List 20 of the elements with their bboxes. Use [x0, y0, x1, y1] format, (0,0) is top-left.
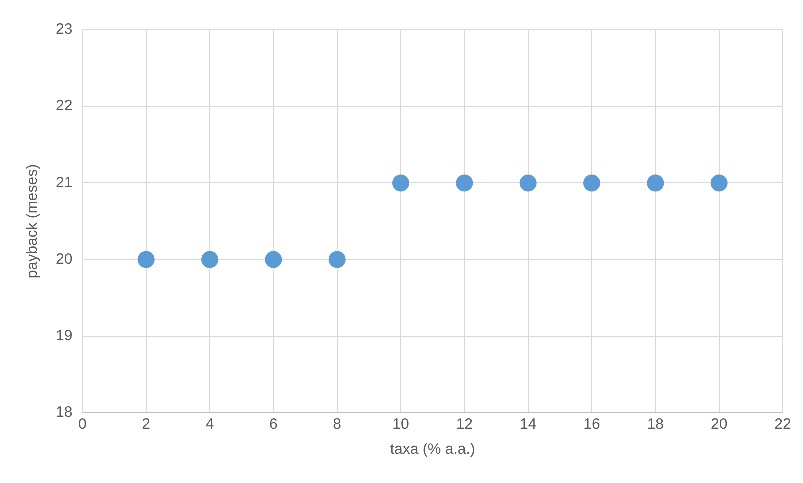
- y-tick-label: 18: [56, 404, 73, 422]
- x-tick-label: 16: [584, 416, 600, 434]
- y-axis-title: payback (meses): [24, 164, 42, 279]
- x-tick-label: 14: [520, 416, 537, 434]
- y-tick-label: 23: [56, 21, 73, 38]
- x-tick-label: 22: [774, 416, 792, 434]
- x-tick-label: 10: [392, 416, 410, 434]
- x-tick-label: 8: [333, 416, 342, 434]
- x-tick-label: 0: [78, 416, 87, 434]
- x-tick-label: 2: [142, 416, 151, 434]
- x-tick-label: 6: [270, 416, 278, 434]
- x-axis-title: taxa (% a.a.): [390, 441, 476, 458]
- x-tick-label: 18: [647, 416, 664, 434]
- x-tick-label: 4: [206, 416, 214, 434]
- y-tick-label: 22: [56, 98, 73, 115]
- x-tick-label: 20: [710, 416, 728, 434]
- y-tick-label: 20: [56, 250, 73, 268]
- y-tick-label: 19: [56, 328, 73, 345]
- x-tick-label: 12: [456, 416, 474, 434]
- y-tick-label: 21: [56, 174, 73, 192]
